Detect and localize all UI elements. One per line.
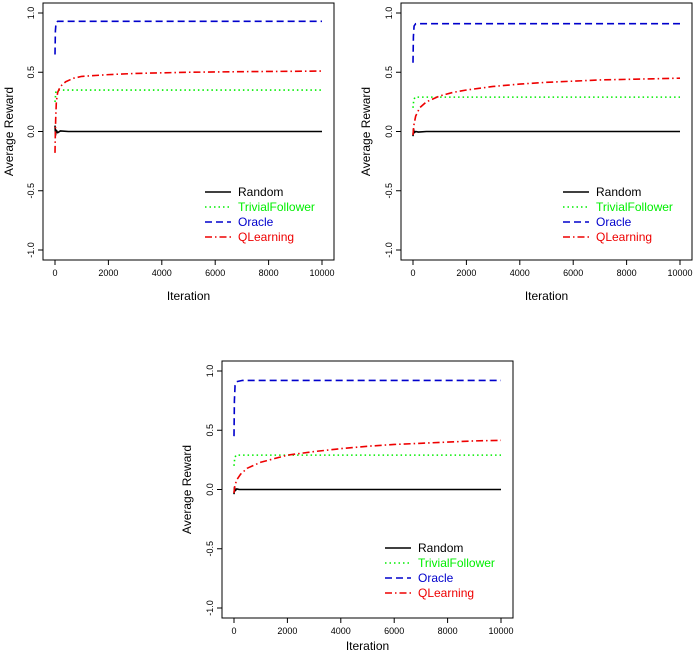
chart-panel-1: 0 2000 4000 6000 8000 10000 -1.0 -0.5 0.0 0.5 1.0 I… [2,2,335,303]
y-axis-title: Average Reward [2,87,16,176]
legend-label-trivialfollower: TrivialFollower [238,200,315,214]
y-axis-title: Average Reward [180,445,194,534]
x-tick-label: 10000 [309,268,334,278]
x-tick-label: 4000 [152,268,172,278]
y-tick-label: 0.0 [384,125,394,138]
x-tick-label: 4000 [331,626,351,636]
x-axis-title: Iteration [525,289,568,303]
x-tick-label: 10000 [667,268,692,278]
legend-label-trivialfollower: TrivialFollower [418,556,495,570]
y-tick-label: 0.5 [26,66,36,79]
legend-label-random: Random [238,185,283,199]
series-group [54,20,323,153]
legend-label-oracle: Oracle [238,215,274,229]
legend-label-qlearning: QLearning [418,586,474,600]
y-tick-label: -1.0 [205,600,215,616]
x-axis-title: Iteration [346,639,389,653]
legend-label-qlearning: QLearning [238,230,294,244]
series-line-oracle [54,20,322,55]
series-line-trivialfollower [54,89,322,102]
y-tick-label: 0.5 [205,424,215,437]
y-tick-label: -0.5 [26,183,36,199]
x-tick-label: 0 [231,626,236,636]
x-tick-label: 2000 [456,268,476,278]
y-tick-label: 0.5 [384,66,394,79]
series-line-qlearning [412,77,681,136]
x-tick-label: 8000 [617,268,637,278]
legend-label-oracle: Oracle [418,571,454,585]
x-tick-label: 4000 [510,268,530,278]
x-tick-label: 0 [410,268,415,278]
series-line-oracle [233,379,501,437]
x-tick-label: 6000 [205,268,225,278]
x-tick-label: 6000 [384,626,404,636]
series-line-random [233,486,501,495]
y-tick-label: -1.0 [26,242,36,258]
x-tick-label: 8000 [438,626,458,636]
y-tick-label: 0.0 [26,125,36,138]
x-tick-label: 2000 [98,268,118,278]
x-tick-label: 0 [52,268,57,278]
y-tick-label: 1.0 [205,365,215,378]
y-tick-label: -1.0 [384,242,394,258]
chart-panel-2: 0 2000 4000 6000 8000 10000 -1.0 -0.5 0.0 0.5 1.0 I… [359,2,693,303]
legend-label-random: Random [418,541,463,555]
chart-panel-3: 0 2000 4000 6000 8000 10000 -1.0 -0.5 0.0 0.5 1.0 I… [180,360,514,653]
y-tick-label: -0.5 [205,541,215,557]
y-tick-label: -0.5 [384,183,394,199]
series-line-trivialfollower [233,454,501,466]
x-tick-label: 2000 [277,626,297,636]
series-line-trivialfollower [412,96,680,108]
y-tick-label: 0.0 [205,483,215,496]
series-group [233,379,502,495]
x-tick-label: 8000 [259,268,279,278]
series-group [412,22,681,137]
legend-label-random: Random [596,185,641,199]
y-axis-title: Average Reward [359,87,373,176]
series-line-oracle [412,22,680,63]
series-line-random [54,125,322,136]
series-line-qlearning [233,439,502,494]
series-line-qlearning [54,70,323,153]
legend-label-trivialfollower: TrivialFollower [596,200,673,214]
x-axis-title: Iteration [167,289,210,303]
legend-label-qlearning: QLearning [596,230,652,244]
legend-label-oracle: Oracle [596,215,632,229]
x-tick-label: 10000 [488,626,513,636]
y-tick-label: 1.0 [384,7,394,20]
y-tick-label: 1.0 [26,7,36,20]
series-line-random [412,128,680,137]
x-tick-label: 6000 [563,268,583,278]
